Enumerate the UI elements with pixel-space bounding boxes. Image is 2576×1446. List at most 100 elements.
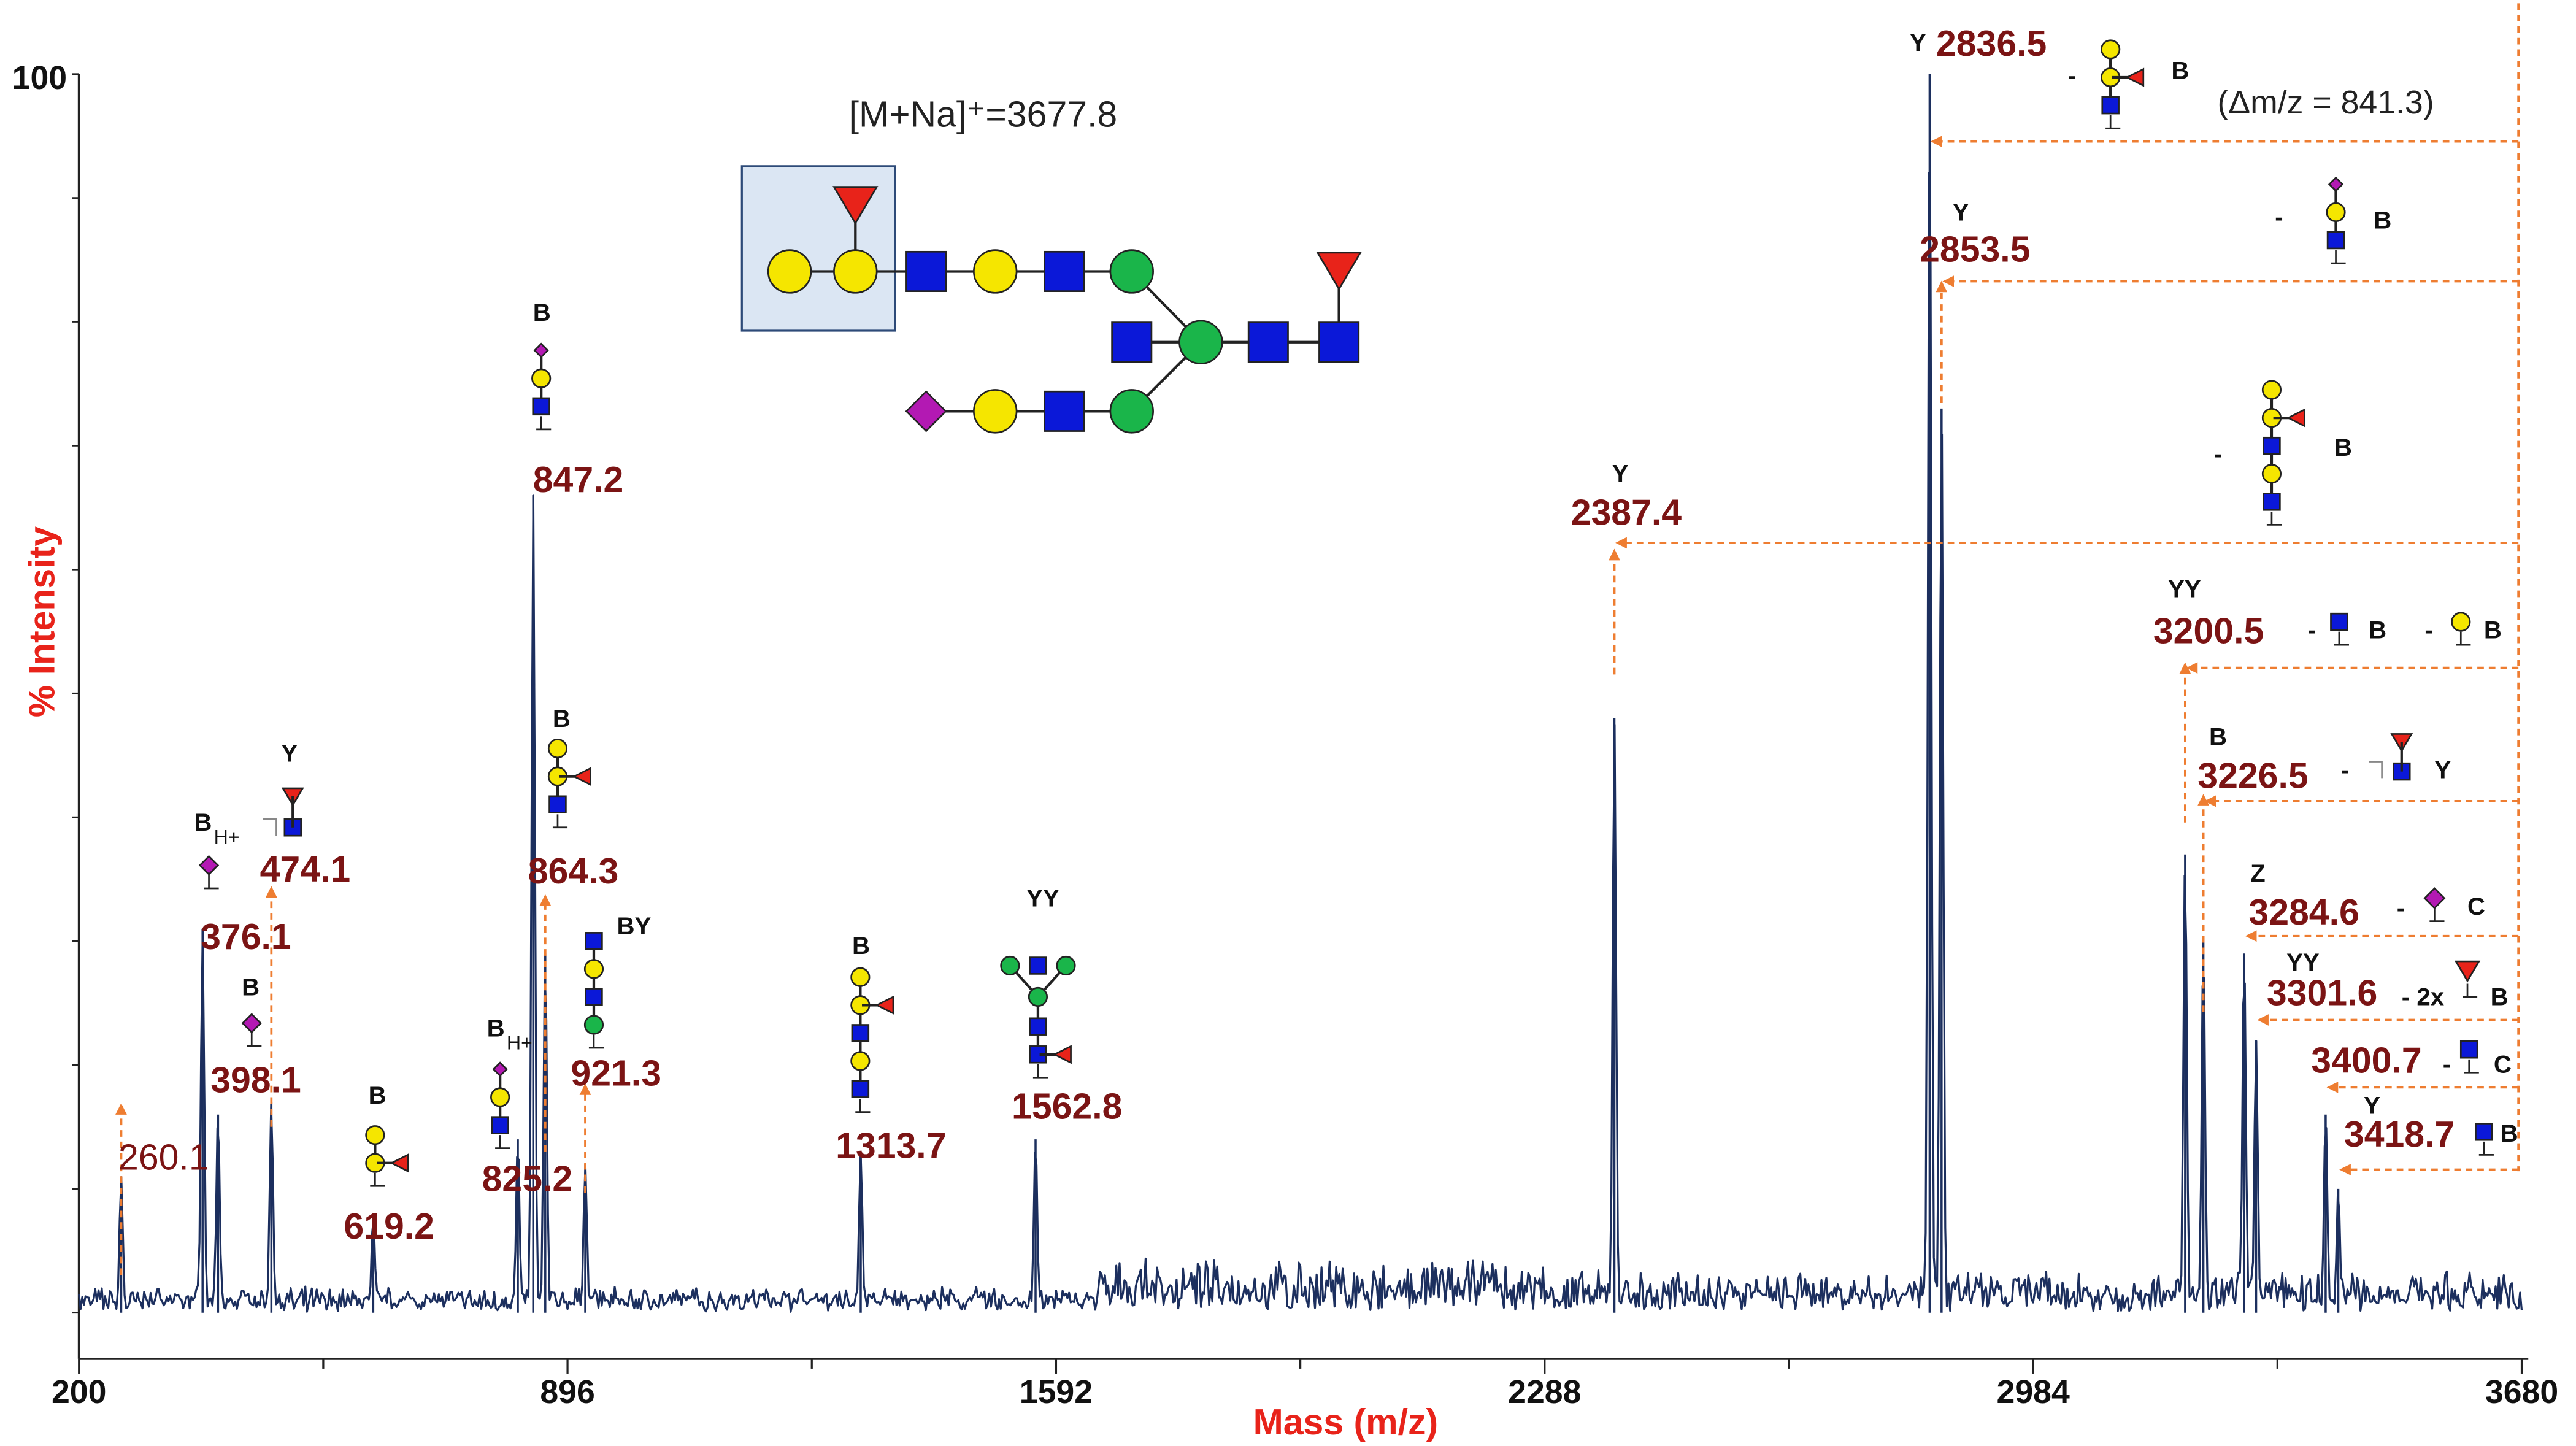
neuac-icon: [905, 390, 947, 433]
loss-ion-3200.5-0: -: [2308, 616, 2316, 644]
ion-sub-376.1: H+: [214, 826, 240, 848]
frag-847-reducing-end-icon: [536, 416, 552, 431]
peak-label-3301.6: 3301.6: [2267, 973, 2377, 1013]
ion-type-619.2: B: [369, 1082, 386, 1109]
loss-ion-2853.5-1: B: [2374, 207, 2391, 234]
neuac-icon: [2423, 887, 2446, 910]
loss-ion-3200.5-2: -: [2424, 616, 2432, 644]
fucose-icon: [1052, 1045, 1072, 1064]
x-tick-label: 2288: [1508, 1374, 1581, 1410]
x-tick-label: 200: [52, 1374, 106, 1410]
gal-icon: [365, 1125, 385, 1145]
y-tick-label: 100: [12, 60, 67, 96]
precursor-formula: [M+Na]⁺=3677.8: [849, 95, 1118, 135]
peak-label-619.2: 619.2: [344, 1207, 434, 1247]
ion-type-1562.8: YY: [1026, 884, 1059, 912]
peak-label-825.2: 825.2: [482, 1159, 573, 1199]
gal-icon: [973, 389, 1018, 434]
peak-label-2387.4: 2387.4: [1571, 493, 1682, 533]
x-tick-label: 3680: [2485, 1374, 2558, 1410]
mannose-icon: [1028, 986, 1048, 1007]
frag-921-reducing-end-icon: [588, 1034, 604, 1049]
glcnac-icon: [1111, 321, 1153, 363]
ion-type-3418.7: Y: [2364, 1091, 2380, 1119]
glcnac-icon: [905, 250, 947, 292]
peak-label-376.1: 376.1: [201, 917, 291, 957]
glcnac-icon: [2326, 231, 2345, 250]
peak-label-864.3: 864.3: [528, 852, 619, 891]
loss-2853-reducing-end-icon: [2331, 250, 2346, 264]
fucose-icon: [2124, 67, 2145, 87]
peak-label-3200.5: 3200.5: [2153, 611, 2264, 651]
frag-619-reducing-end-icon: [370, 1172, 385, 1187]
glcnac-icon: [585, 988, 603, 1006]
x-axis-title: Mass (m/z): [1253, 1402, 1438, 1442]
peak-label-3400.7: 3400.7: [2311, 1040, 2421, 1080]
mannose-icon: [1109, 389, 1154, 434]
loss-3284-reducing-end-icon: [2429, 908, 2445, 922]
fucose-icon: [2454, 960, 2481, 983]
ion-type-3284.6: Z: [2250, 860, 2266, 887]
loss-ion-2836.5-0: -: [2067, 62, 2075, 90]
loss-ion-3400.7-1: C: [2494, 1050, 2512, 1078]
glcnac-icon: [851, 1080, 870, 1098]
mannose-icon: [1000, 955, 1020, 976]
label-layer: 200 896 1592 2288 2984 3680 100 Mass (m/z) % Int…: [12, 24, 2559, 1442]
loss-2387-reducing-end-icon: [2266, 511, 2282, 526]
x-tick-label: 2984: [1997, 1374, 2070, 1410]
spectrum-line: [78, 172, 2523, 1313]
gal-icon: [490, 1087, 510, 1107]
loss-ion-3226.5-0: -: [2341, 756, 2349, 783]
loss-ion-2387.4-1: B: [2334, 434, 2352, 461]
glcnac-icon: [1044, 250, 1085, 292]
glcnac-icon: [2475, 1123, 2493, 1141]
ion-type-398.1: B: [242, 973, 260, 1001]
loss-ion-2853.5-0: -: [2275, 203, 2283, 231]
loss-ion-3284.6-0: -: [2397, 894, 2405, 922]
loss-ion-2836.5-1: B: [2171, 57, 2189, 85]
glcnac-icon: [585, 932, 603, 950]
glcnac-icon: [851, 1024, 870, 1042]
loss-3418-reducing-end-icon: [2478, 1141, 2494, 1156]
peak-label-3284.6: 3284.6: [2248, 893, 2359, 933]
gal-icon: [850, 967, 871, 987]
axes: [72, 73, 2529, 1374]
frag-1562-reducing-end-icon: [1032, 1064, 1048, 1079]
loss-3200b-reducing-end-icon: [2456, 631, 2471, 646]
glcnac-icon: [1029, 1017, 1047, 1036]
ion-type-921.3: BY: [617, 912, 652, 940]
neuac-icon: [533, 342, 549, 358]
loss-3200a-reducing-end-icon: [2334, 631, 2349, 646]
glcnac-icon: [532, 397, 550, 416]
peak-label-2853.5: 2853.5: [1920, 229, 2030, 269]
glcnac-icon: [2459, 1040, 2478, 1059]
gal-icon: [2326, 202, 2346, 223]
arrow-layer: [115, 3, 2520, 1275]
cleavage-icon: [263, 818, 277, 836]
ion-type-376.1: B: [194, 809, 212, 836]
peak-label-847.2: 847.2: [533, 460, 624, 500]
ion-type-3226.5: B: [2209, 723, 2227, 751]
ion-type-1313.7: B: [852, 932, 870, 960]
gal-icon: [767, 249, 812, 294]
peak-label-3418.7: 3418.7: [2344, 1115, 2455, 1155]
frag-1313-reducing-end-icon: [855, 1099, 871, 1113]
glcnac-icon: [1318, 321, 1360, 363]
peak-label-1562.8: 1562.8: [1012, 1086, 1122, 1126]
fucose-icon: [572, 767, 591, 786]
neuac-icon: [198, 855, 220, 876]
ion-type-2836.5: Y: [1910, 29, 1926, 56]
gal-icon: [833, 249, 878, 294]
ion-type-2387.4: Y: [1612, 460, 1629, 488]
gal-icon: [547, 738, 568, 759]
peak-label-474.1: 474.1: [260, 850, 351, 890]
glcnac-icon: [2263, 493, 2281, 511]
loss-3301-reducing-end-icon: [2462, 983, 2478, 998]
fucose-icon: [1316, 252, 1362, 291]
mannose-icon: [1178, 320, 1223, 364]
glycan-symbols: [198, 39, 2494, 1187]
neuac-icon: [241, 1013, 262, 1034]
y-axis-title: % Intensity: [22, 526, 62, 717]
loss-ion-3301.6-1: B: [2491, 983, 2509, 1010]
glcnac-icon: [1044, 390, 1085, 432]
